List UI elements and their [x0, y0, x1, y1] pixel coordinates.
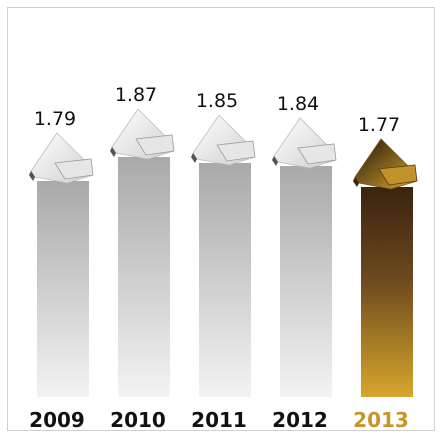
year-label-2009: 2009: [29, 408, 85, 432]
bar-edge-2009: [29, 171, 35, 181]
value-label-2010: 1.87: [115, 84, 157, 106]
bar-edge-2010: [110, 147, 116, 157]
year-label-2012: 2012: [272, 408, 328, 432]
year-label-2010: 2010: [110, 408, 166, 432]
bar-2010: [110, 108, 175, 397]
bar-fold-2013: [378, 164, 418, 186]
bar-body-2010: [118, 157, 170, 397]
bar-edge-2013: [353, 177, 359, 187]
bars-layer: [29, 108, 418, 397]
bar-2013: [353, 138, 418, 397]
labels-layer: 1.79 2009 1.87 2010 1.85 2011 1.84 2012 1.77 2013: [29, 84, 409, 432]
value-label-2011: 1.85: [196, 90, 238, 112]
value-label-2012: 1.84: [277, 93, 319, 115]
bar-fold-2012: [297, 143, 337, 165]
value-label-2009: 1.79: [34, 108, 76, 130]
bar-fold-2011: [216, 140, 256, 162]
bar-body-2012: [280, 166, 332, 397]
bar-2012: [272, 117, 337, 397]
bar-edge-2012: [272, 156, 278, 166]
bar-body-2009: [37, 181, 89, 397]
bar-edge-2011: [191, 153, 197, 163]
bar-fold-2010: [135, 134, 175, 156]
bar-body-2013: [361, 187, 413, 397]
year-label-2011: 2011: [191, 408, 247, 432]
bar-body-2011: [199, 163, 251, 397]
bar-2009: [29, 132, 94, 397]
year-label-2013: 2013: [353, 408, 409, 432]
bar-fold-2009: [54, 158, 94, 180]
bar-2011: [191, 114, 256, 397]
value-label-2013: 1.77: [358, 114, 400, 136]
